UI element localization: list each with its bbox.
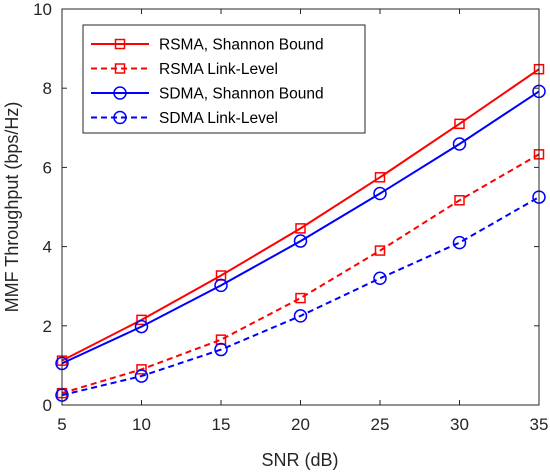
axis-ticks: 5 10 15 20 25 30 35 0 2 4 6 8 10 (33, 0, 548, 434)
data-point (454, 195, 465, 206)
data-point (136, 364, 147, 375)
data-point (373, 271, 387, 286)
data-point (454, 118, 465, 130)
series-line (61, 153, 540, 395)
legend-entry: SDMA, Shannon Bound (91, 86, 324, 103)
x-tick-label: 35 (530, 415, 549, 434)
data-point (452, 235, 467, 250)
data-point (293, 309, 308, 323)
legend-label: RSMA Link-Level (159, 61, 278, 78)
data-point (374, 172, 386, 183)
data-point (373, 186, 387, 201)
legend-entry: RSMA Link-Level (91, 61, 278, 78)
data-point (136, 314, 147, 326)
data-point (134, 319, 149, 334)
x-axis-label: SNR (dB) (261, 450, 338, 470)
y-tick-label: 4 (43, 238, 52, 257)
legend: RSMA, Shannon Bound RSMA Link-Level SDMA, … (82, 24, 366, 134)
legend-entry: SDMA Link-Level (91, 110, 278, 127)
x-tick-label: 5 (57, 415, 66, 434)
x-tick-label: 15 (212, 415, 231, 434)
y-axis-label: MMF Throughput (bps/Hz) (2, 102, 22, 313)
y-tick-label: 2 (43, 317, 52, 336)
legend-marker (113, 110, 127, 125)
y-tick-label: 10 (33, 0, 52, 19)
data-point (293, 234, 308, 248)
x-tick-label: 10 (132, 415, 151, 434)
legend-label: SDMA, Shannon Bound (159, 86, 324, 103)
data-point (374, 245, 386, 256)
data-point (214, 278, 228, 293)
legend-marker (114, 63, 126, 74)
y-tick-label: 8 (43, 79, 52, 98)
x-tick-label: 20 (291, 415, 310, 434)
data-point (295, 223, 306, 234)
legend-label: SDMA Link-Level (159, 110, 278, 127)
series-line (61, 196, 540, 397)
legend-label: RSMA, Shannon Bound (159, 37, 324, 54)
data-point (214, 342, 228, 357)
x-tick-label: 25 (371, 415, 390, 434)
data-point (295, 292, 306, 304)
legend-marker (113, 86, 127, 100)
data-point (452, 137, 467, 151)
y-tick-label: 0 (43, 396, 52, 415)
series-4 (55, 190, 546, 402)
legend-entry: RSMA, Shannon Bound (91, 37, 324, 54)
x-tick-label: 30 (450, 415, 469, 434)
series-line (61, 90, 540, 365)
series-2 (56, 149, 545, 399)
legend-marker (114, 38, 126, 50)
plot-marks (55, 63, 546, 402)
y-tick-label: 6 (43, 158, 52, 177)
data-point (134, 369, 149, 383)
